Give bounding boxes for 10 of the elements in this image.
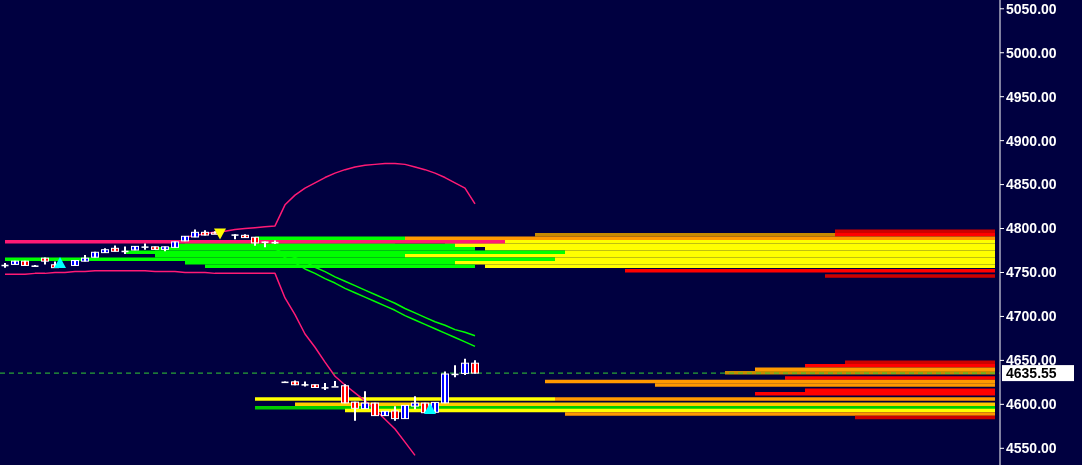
y-tick-label: 4750.00 (1006, 264, 1057, 281)
y-tick-label: 4800.00 (1006, 220, 1057, 237)
y-tick-label: 5050.00 (1006, 0, 1057, 17)
y-tick-label: 4850.00 (1006, 176, 1057, 193)
y-tick-label: 4950.00 (1006, 88, 1057, 105)
y-tick-label: 4900.00 (1006, 132, 1057, 149)
y-tick-label: 4600.00 (1006, 396, 1057, 413)
y-tick-label: 4700.00 (1006, 308, 1057, 325)
y-tick-label: 5000.00 (1006, 44, 1057, 61)
y-tick-label: 4550.00 (1006, 440, 1057, 457)
